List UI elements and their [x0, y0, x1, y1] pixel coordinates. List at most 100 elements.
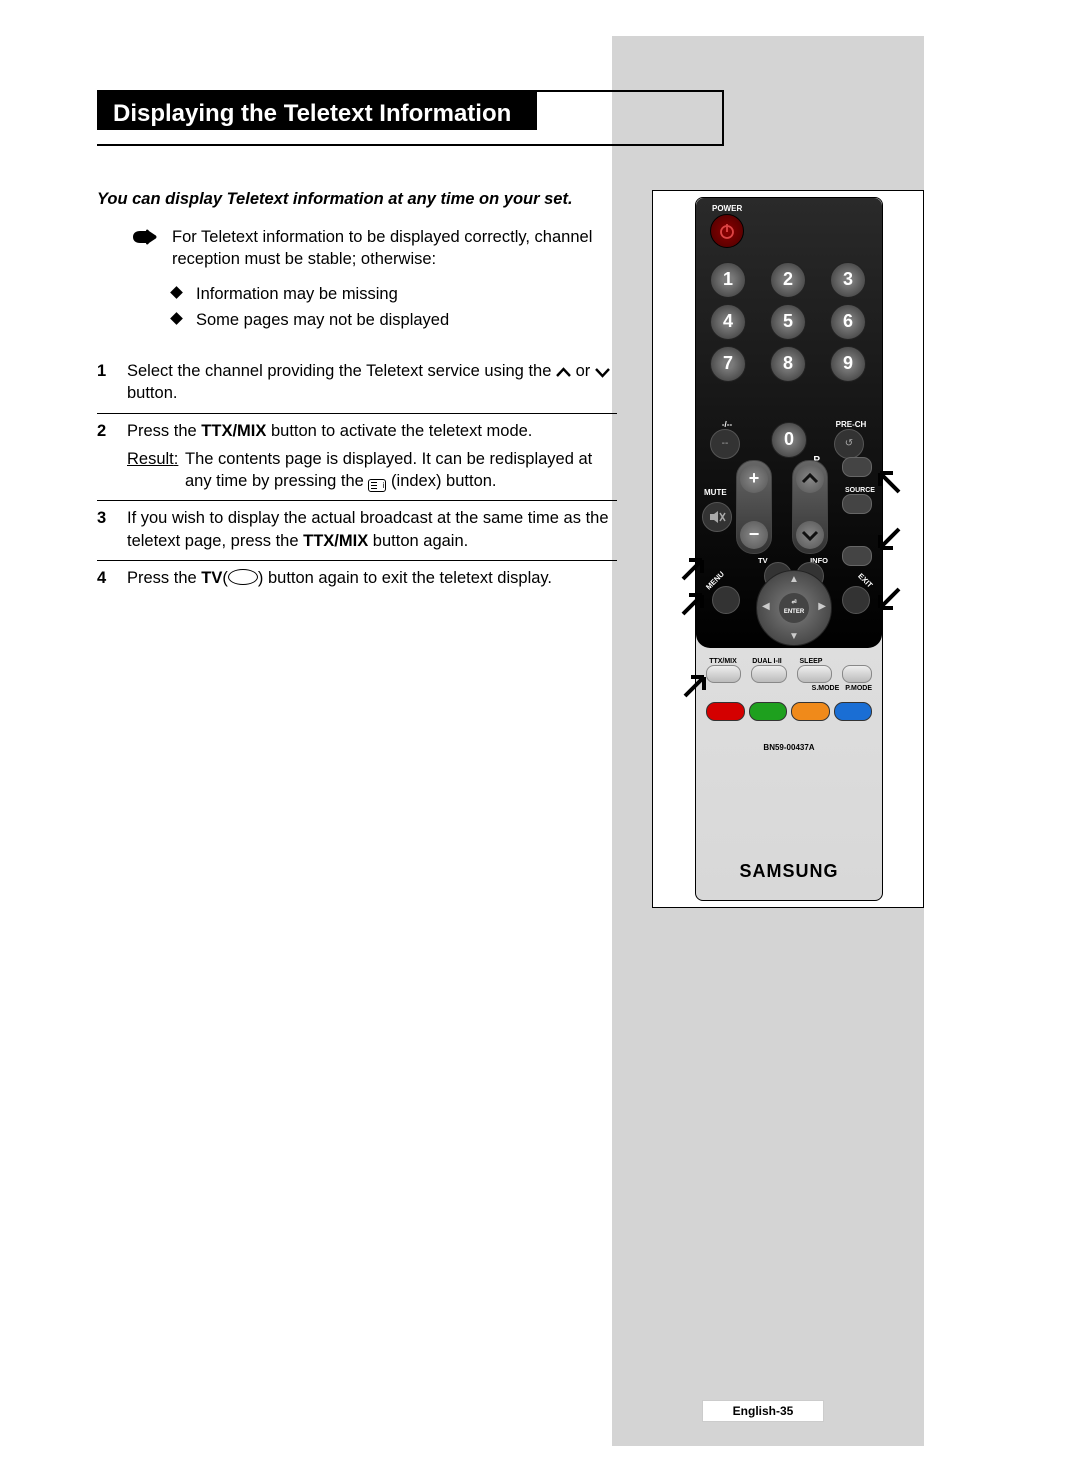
source-label: SOURCE [842, 487, 878, 494]
note-block: For Teletext information to be displayed… [132, 226, 612, 335]
blue-button [834, 702, 873, 721]
step-text: Press the [127, 569, 201, 587]
dpad-right-icon: ▶ [818, 601, 826, 612]
title-bar: Displaying the Teletext Information [97, 90, 724, 146]
hand-pointer-icon [132, 228, 158, 246]
diamond-icon [170, 312, 183, 325]
ch-up-button [796, 465, 824, 493]
note-text: For Teletext information to be displayed… [172, 226, 612, 271]
extra-button [842, 665, 872, 683]
step-text: or [576, 362, 595, 380]
step-text: (index) button. [391, 472, 496, 490]
num-button: 6 [830, 304, 866, 340]
ttxmix-label: TTX/MIX [706, 658, 740, 665]
prech-label: PRE-CH [834, 420, 868, 429]
step-bold: TTX/MIX [303, 532, 368, 550]
step-number: 2 [97, 420, 127, 493]
result-label: Result: [127, 448, 185, 493]
oval-button-icon [228, 569, 258, 585]
num-button: 7 [710, 346, 746, 382]
num-button: 9 [830, 346, 866, 382]
step-text: button to activate the teletext mode. [266, 422, 532, 440]
result-label-text: Result [127, 450, 174, 468]
d-pad: ▲ ▼ ◀ ▶ ⏎ENTER [756, 570, 832, 646]
dpad-up-icon: ▲ [789, 574, 799, 585]
mute-label: MUTE [704, 488, 727, 497]
steps-list: 1 Select the channel providing the Telet… [97, 354, 617, 597]
num-button: 8 [770, 346, 806, 382]
chevron-up-icon [556, 367, 571, 378]
step-bold: TTX/MIX [201, 422, 266, 440]
step-text: ) button again to exit the teletext disp… [258, 569, 552, 587]
step-row: 1 Select the channel providing the Telet… [97, 354, 617, 414]
step-body: Press the TTX/MIX button to activate the… [127, 420, 617, 493]
note-bullet: Some pages may not be displayed [172, 309, 612, 331]
prech-button: ↺ [834, 429, 864, 459]
source-column: SOURCE [842, 457, 878, 566]
remote-illustration-frame: POWER 1 2 3 4 5 6 7 8 9 -/-- -- 0 PRE-CH… [652, 190, 924, 908]
num-button: 4 [710, 304, 746, 340]
num-button: 1 [710, 262, 746, 298]
dash-button: -- [710, 429, 740, 459]
step-text: Press the [127, 422, 201, 440]
index-icon: i [368, 479, 386, 492]
dual-button [751, 665, 786, 683]
brand-logo: SAMSUNG [696, 861, 882, 882]
chevron-down-icon [595, 367, 610, 378]
bullet-text: Some pages may not be displayed [196, 311, 449, 329]
dash-label: -/-- [710, 420, 744, 429]
nav-zone: TV INFO MENU EXIT ▲ ▼ ◀ ▶ ⏎ENTER [706, 560, 872, 646]
step-number: 4 [97, 567, 127, 589]
step-number: 1 [97, 360, 127, 405]
red-button [706, 702, 745, 721]
color-button-row [706, 702, 872, 721]
menu-button [712, 586, 740, 614]
num-button: 3 [830, 262, 866, 298]
result-text: The contents page is displayed. It can b… [185, 448, 617, 493]
callout-arrow [667, 555, 697, 585]
power-button [710, 214, 744, 248]
exit-button [842, 586, 870, 614]
vol-up-button: + [740, 465, 768, 493]
sleep-label: SLEEP [794, 658, 828, 665]
step-row: 4 Press the TV() button again to exit th… [97, 561, 617, 597]
number-pad: 1 2 3 4 5 6 7 8 9 [710, 262, 868, 382]
diamond-icon [170, 286, 183, 299]
pmode-label: P.MODE [845, 685, 872, 692]
enter-label: ENTER [784, 609, 804, 615]
oval-button-row [706, 665, 872, 683]
enter-button: ⏎ENTER [779, 593, 809, 623]
symbol-row: -/-- -- 0 PRE-CH ↺ [710, 420, 868, 459]
tiny-button [842, 494, 872, 514]
lower-section: TTX/MIX DUAL I-II SLEEP S.MODE P.MODE BN… [706, 658, 872, 752]
remote-model-number: BN59-00437A [706, 743, 872, 752]
channel-rocker [792, 460, 828, 554]
smode-label: S.MODE [812, 685, 840, 692]
sleep-button [797, 665, 832, 683]
tv-label: TV [758, 556, 768, 565]
remote-control: POWER 1 2 3 4 5 6 7 8 9 -/-- -- 0 PRE-CH… [695, 197, 883, 901]
dpad-down-icon: ▼ [789, 631, 799, 642]
step-text: button again. [368, 532, 468, 550]
label-row: S.MODE P.MODE [706, 685, 872, 692]
num-button: 5 [770, 304, 806, 340]
vol-down-button: − [740, 521, 768, 549]
step-text: Select the channel providing the Teletex… [127, 362, 556, 380]
volume-rocker: + − [736, 460, 772, 554]
step-body: Press the TV() button again to exit the … [127, 567, 617, 589]
dpad-left-icon: ◀ [762, 601, 770, 612]
callout-arrow [669, 672, 699, 702]
step-text: The contents page is displayed. It can b… [185, 450, 592, 490]
step-bold: TV [201, 569, 222, 587]
ttxmix-button [706, 665, 741, 683]
mute-button [702, 502, 732, 532]
callout-arrow [667, 590, 697, 620]
orange-button [791, 702, 830, 721]
mute-icon [703, 503, 731, 531]
page-number: English-35 [702, 1400, 824, 1422]
callout-arrow [875, 573, 905, 603]
step-row: 3 If you wish to display the actual broa… [97, 501, 617, 561]
step-text: button. [127, 384, 177, 402]
power-label: POWER [712, 204, 742, 213]
step-body: If you wish to display the actual broadc… [127, 507, 617, 552]
